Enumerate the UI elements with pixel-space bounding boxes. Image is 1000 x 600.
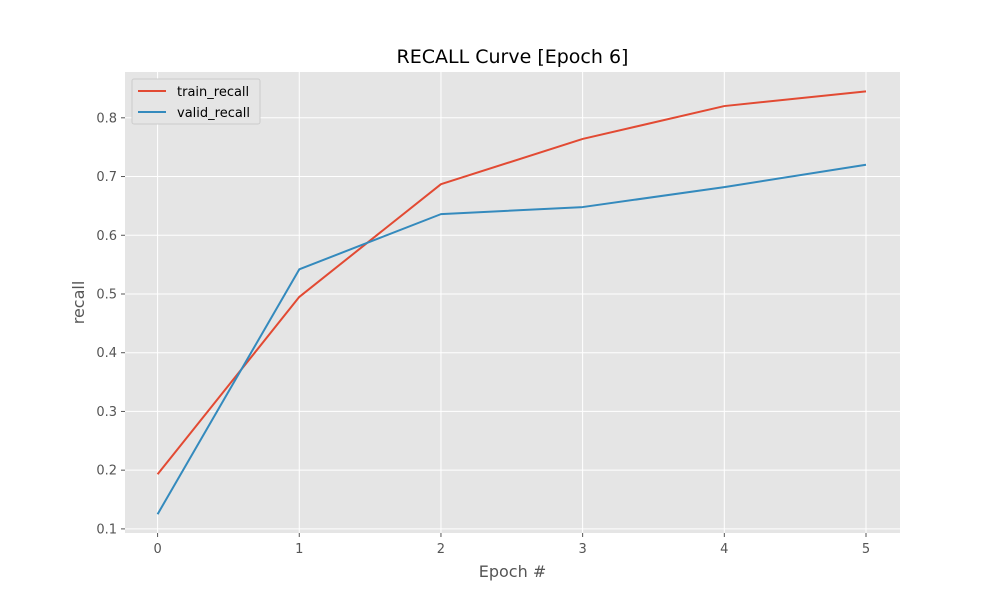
- y-tick-label: 0.5: [96, 287, 117, 302]
- x-tick-label: 0: [153, 542, 161, 557]
- legend-label-train-recall: train_recall: [177, 85, 249, 100]
- series-layer: [156, 90, 867, 515]
- y-tick-label: 0.6: [96, 229, 117, 244]
- x-tick-label: 3: [578, 542, 586, 557]
- legend: train_recall valid_recall: [131, 78, 261, 125]
- plot-background: [125, 72, 900, 533]
- y-tick-label: 0.2: [96, 464, 117, 479]
- x-tick-label: 5: [862, 542, 870, 557]
- y-tick-label: 0.8: [96, 111, 117, 126]
- y-tick-label: 0.7: [96, 170, 117, 185]
- y-tick-label: 0.1: [96, 522, 117, 537]
- x-tick-label: 1: [295, 542, 303, 557]
- series-line-valid-recall: [156, 163, 867, 515]
- y-tick-label: 0.3: [96, 405, 117, 420]
- x-tick-label: 2: [437, 542, 445, 557]
- chart-title: RECALL Curve [Epoch 6]: [397, 46, 629, 68]
- series-line-train-recall: [156, 90, 867, 475]
- x-axis-label: Epoch #: [479, 562, 546, 581]
- y-axis-label: recall: [69, 281, 88, 325]
- tick-layer: 0 1 2 3 4 5 0.1 0.2 0.3 0.4 0.5 0.6 0.7 0.8: [96, 111, 870, 557]
- x-tick-label: 4: [720, 542, 728, 557]
- y-tick-label: 0.4: [96, 346, 117, 361]
- legend-label-valid-recall: valid_recall: [177, 106, 250, 121]
- grid-layer: [125, 72, 900, 533]
